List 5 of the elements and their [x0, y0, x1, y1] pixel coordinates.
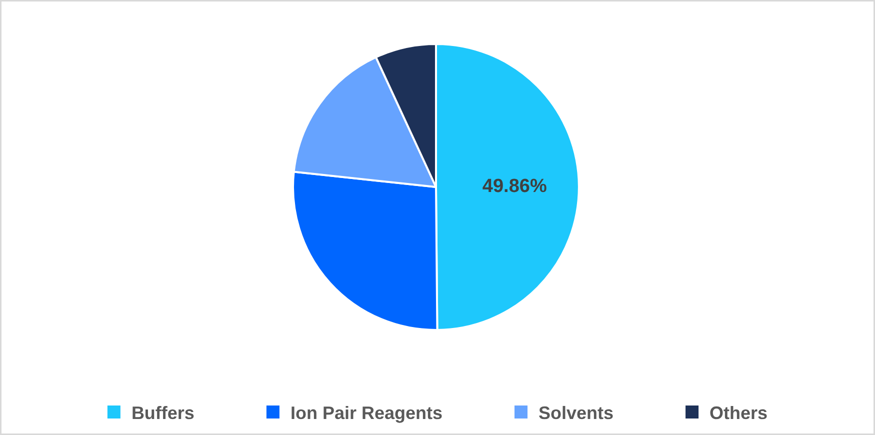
legend-label: Others: [710, 403, 768, 423]
legend-label: Ion Pair Reagents: [290, 403, 442, 423]
legend-label: Solvents: [538, 403, 614, 423]
data-label: 49.86%: [482, 176, 547, 198]
legend-label: Buffers: [131, 403, 194, 423]
